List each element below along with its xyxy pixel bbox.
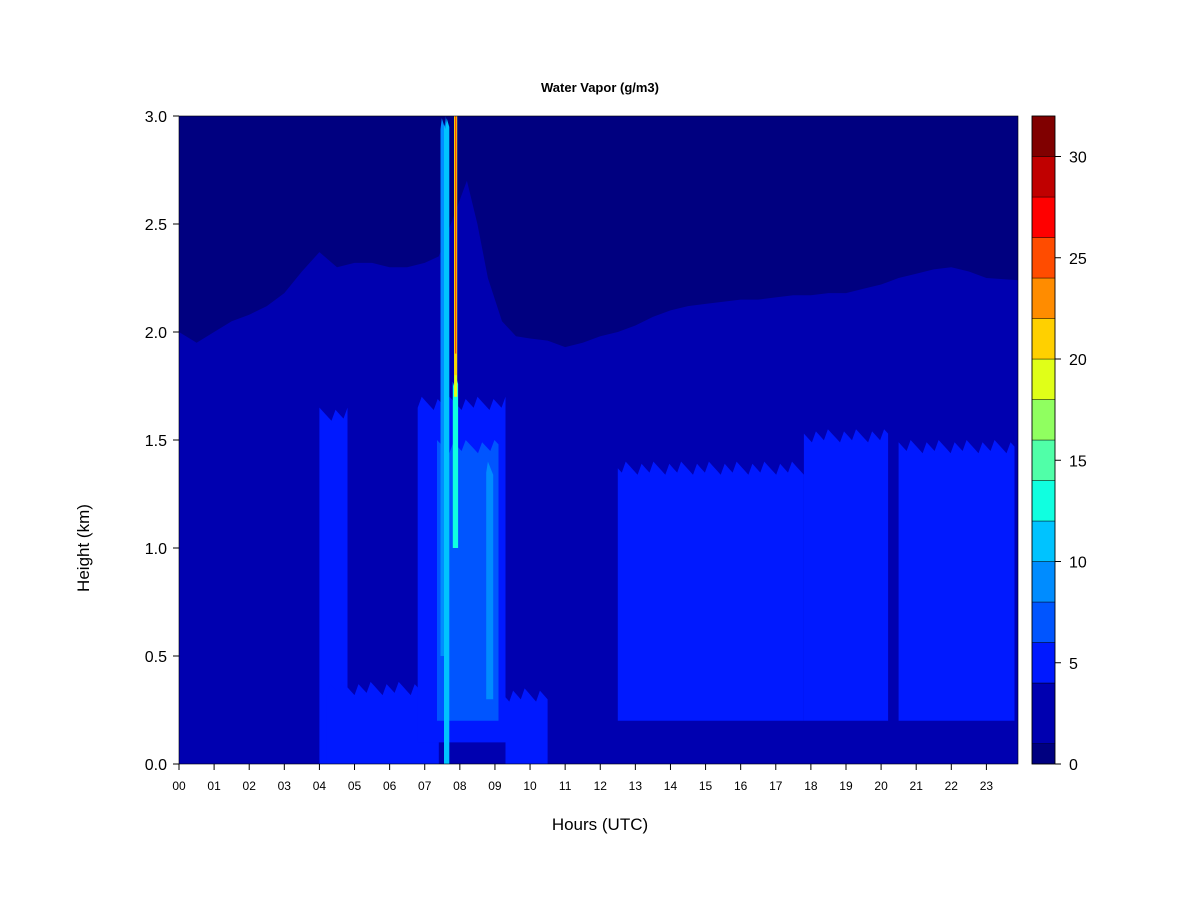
chart-title: Water Vapor (g/m3) xyxy=(541,80,659,95)
x-tick-label: 11 xyxy=(559,779,572,793)
x-tick-label: 17 xyxy=(769,779,783,793)
x-tick-label: 15 xyxy=(699,779,713,793)
colorbar-tick-label: 25 xyxy=(1069,251,1087,268)
x-tick-label: 22 xyxy=(945,779,959,793)
x-tick-label: 04 xyxy=(313,779,327,793)
moist-region xyxy=(617,461,804,721)
moist-region xyxy=(437,440,499,721)
plume-core xyxy=(454,116,457,354)
moist-region xyxy=(444,118,450,764)
colorbar-segment xyxy=(1031,358,1056,400)
moist-region xyxy=(326,681,439,764)
x-tick-label: 03 xyxy=(278,779,292,793)
heatmap-cells xyxy=(179,116,1018,764)
moist-region xyxy=(319,407,348,764)
x-tick-label: 12 xyxy=(594,779,608,793)
colorbar-segment xyxy=(1031,682,1056,744)
x-tick-label: 10 xyxy=(523,779,537,793)
colorbar-segment xyxy=(1031,743,1056,765)
x-tick-label: 23 xyxy=(980,779,994,793)
colorbar-tick-label: 0 xyxy=(1069,757,1078,774)
plot-area xyxy=(179,116,1018,764)
x-tick-label: 16 xyxy=(734,779,748,793)
colorbar-segment xyxy=(1031,601,1056,643)
x-tick-label: 02 xyxy=(243,779,257,793)
x-axis-title: Hours (UTC) xyxy=(552,815,648,834)
moist-region xyxy=(505,688,548,764)
colorbar-segment xyxy=(1031,318,1056,360)
x-tick-label: 05 xyxy=(348,779,362,793)
x-tick-label: 06 xyxy=(383,779,397,793)
colorbar-frame xyxy=(1031,115,1056,765)
colorbar-segment xyxy=(1031,520,1056,562)
x-tick-label: 19 xyxy=(839,779,853,793)
y-tick-label: 1.0 xyxy=(145,541,167,558)
y-axis-title: Height (km) xyxy=(74,504,93,592)
y-tick-label: 2.0 xyxy=(145,325,167,342)
colorbar-segment xyxy=(1031,237,1056,279)
colorbar-segment xyxy=(1031,399,1056,441)
x-tick-label: 01 xyxy=(207,779,221,793)
colorbar-tick-label: 10 xyxy=(1069,555,1087,572)
x-tick-label: 08 xyxy=(453,779,467,793)
y-tick-label: 3.0 xyxy=(145,109,167,126)
x-tick-label: 09 xyxy=(488,779,502,793)
y-tick-label: 0.5 xyxy=(145,649,167,666)
moist-region xyxy=(486,461,494,700)
x-tick-label: 14 xyxy=(664,779,678,793)
x-tick-label: 20 xyxy=(874,779,888,793)
colorbar: 0 5 10 15 20 25 30 xyxy=(1031,115,1087,774)
moist-region xyxy=(803,429,889,721)
x-tick-label: 13 xyxy=(629,779,643,793)
colorbar-segment xyxy=(1031,439,1056,481)
colorbar-segment xyxy=(1031,642,1056,684)
colorbar-segment xyxy=(1031,561,1056,603)
colorbar-tick-label: 15 xyxy=(1069,453,1087,470)
colorbar-segment xyxy=(1031,115,1056,157)
moist-region xyxy=(452,375,459,548)
colorbar-tick-label: 5 xyxy=(1069,656,1078,673)
y-tick-label: 1.5 xyxy=(145,433,167,450)
colorbar-segment xyxy=(1031,480,1056,522)
colorbar-tick-label: 30 xyxy=(1069,150,1087,167)
x-tick-label: 21 xyxy=(910,779,924,793)
x-tick-label: 18 xyxy=(804,779,818,793)
axes: 0.0 0.5 1.0 1.5 2.0 2.5 3.0 00 01 02 03 04 05 06 07 08 0… xyxy=(145,109,1019,793)
moist-region xyxy=(898,440,1015,721)
colorbar-segment xyxy=(1031,156,1056,198)
x-tick-label: 07 xyxy=(418,779,432,793)
x-tick-label: 00 xyxy=(172,779,186,793)
colorbar-segment xyxy=(1031,277,1056,319)
y-tick-label: 2.5 xyxy=(145,217,167,234)
colorbar-segment xyxy=(1031,196,1056,238)
colorbar-tick-label: 20 xyxy=(1069,352,1087,369)
y-tick-label: 0.0 xyxy=(145,757,167,774)
